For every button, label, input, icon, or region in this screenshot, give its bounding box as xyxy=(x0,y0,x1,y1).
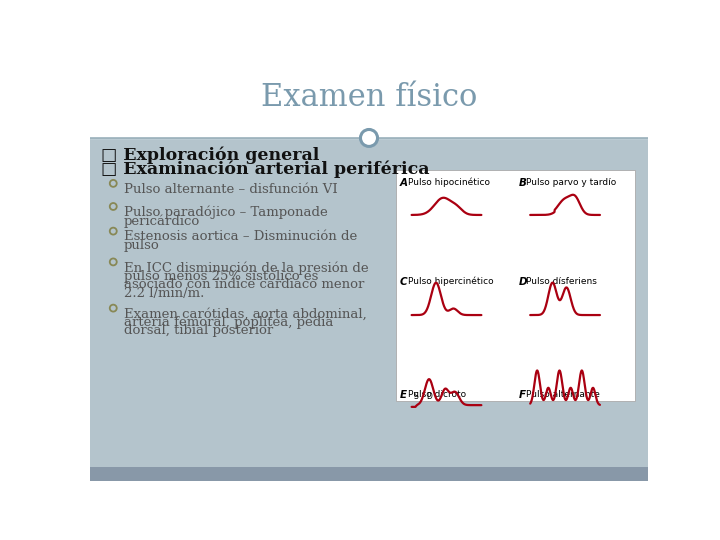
Text: A: A xyxy=(400,178,408,188)
Text: C: C xyxy=(400,276,408,287)
Text: pericárdico: pericárdico xyxy=(124,214,200,228)
Text: D: D xyxy=(426,392,432,401)
Text: En ICC disminución de la presión de: En ICC disminución de la presión de xyxy=(124,261,369,275)
Text: Examen carótidas, aorta abdominal,: Examen carótidas, aorta abdominal, xyxy=(124,307,367,320)
Text: Examen físico: Examen físico xyxy=(261,82,477,113)
Text: Pulso dicroto: Pulso dicroto xyxy=(408,390,466,399)
Text: 2.2 l/min/m.: 2.2 l/min/m. xyxy=(124,287,204,300)
Text: Pulso alternante – disfunción VI: Pulso alternante – disfunción VI xyxy=(124,183,338,195)
Text: B: B xyxy=(518,178,526,188)
Text: E: E xyxy=(400,390,407,400)
Bar xyxy=(90,65,648,138)
Text: □ Examinación arterial periférica: □ Examinación arterial periférica xyxy=(101,160,429,178)
Text: pulso: pulso xyxy=(124,239,160,252)
Text: Estenosis aortica – Disminución de: Estenosis aortica – Disminución de xyxy=(124,231,357,244)
Text: Pulso paradójico – Tamponade: Pulso paradójico – Tamponade xyxy=(124,206,328,219)
Text: arteria femoral, poplítea, pedia: arteria femoral, poplítea, pedia xyxy=(124,316,333,329)
Bar xyxy=(90,467,648,481)
Bar xyxy=(90,138,648,467)
Text: Pulso dísferiens: Pulso dísferiens xyxy=(526,276,597,286)
Text: pulso menos 25% sistólico es: pulso menos 25% sistólico es xyxy=(124,269,318,283)
Text: Pulso hipercinético: Pulso hipercinético xyxy=(408,276,493,286)
Text: Pulso hipocinético: Pulso hipocinético xyxy=(408,178,490,187)
Circle shape xyxy=(361,130,377,146)
Text: D: D xyxy=(518,276,527,287)
Text: S: S xyxy=(414,392,419,401)
Bar xyxy=(396,170,635,401)
Text: □ Exploración general: □ Exploración general xyxy=(101,146,319,164)
Text: Pulso parvo y tardío: Pulso parvo y tardío xyxy=(526,178,616,187)
Text: asociado con índice cardiaco menor: asociado con índice cardiaco menor xyxy=(124,278,364,291)
Text: Pulso alternante: Pulso alternante xyxy=(526,390,600,399)
Text: dorsal, tibial posterior: dorsal, tibial posterior xyxy=(124,325,274,338)
Text: F: F xyxy=(518,390,526,400)
